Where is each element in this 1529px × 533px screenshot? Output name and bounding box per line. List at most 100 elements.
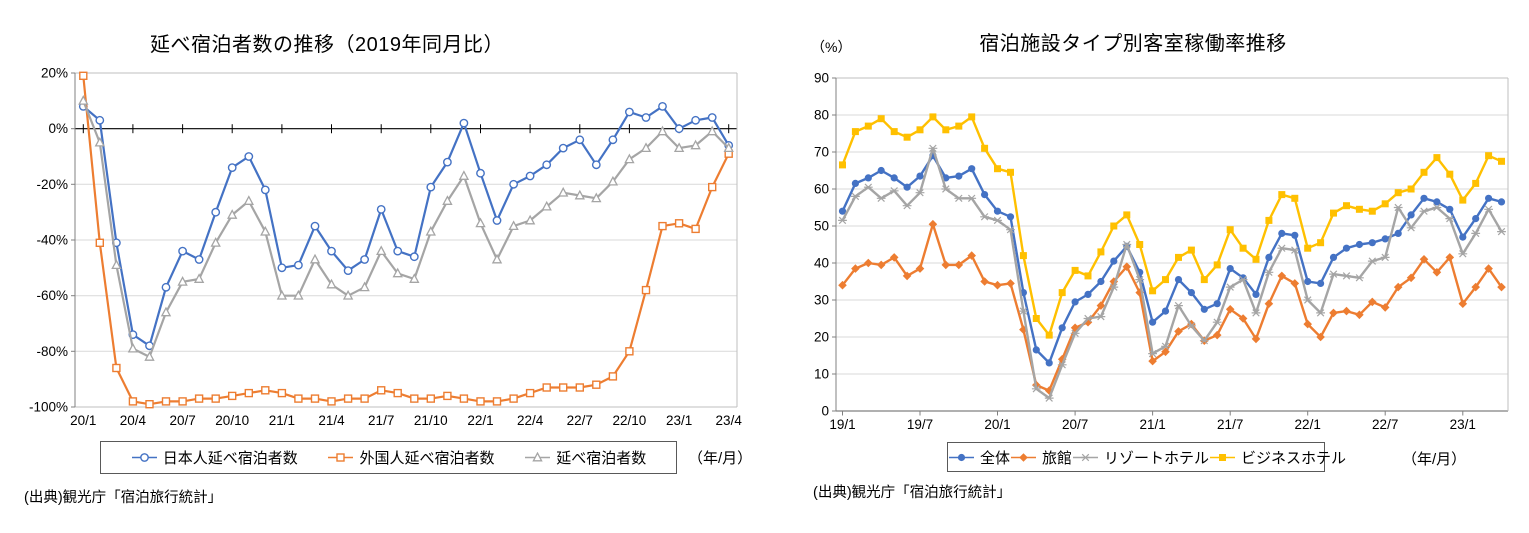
data-point-marker [690, 139, 701, 150]
data-point-marker [864, 174, 872, 182]
data-point-marker [957, 453, 966, 461]
data-point-marker [1044, 386, 1054, 395]
data-point-marker [1175, 253, 1182, 261]
data-point-marker [1497, 198, 1506, 206]
data-point-marker [277, 388, 287, 398]
data-point-marker [851, 192, 860, 201]
data-point-marker [1355, 310, 1364, 320]
data-point-marker [1019, 252, 1027, 260]
data-point-marker [876, 194, 886, 203]
data-point-marker [1161, 342, 1170, 351]
data-point-marker [95, 238, 105, 248]
data-point-marker [1200, 276, 1208, 284]
data-point-marker [1149, 318, 1157, 326]
data-point-marker [967, 251, 976, 260]
data-point-marker [1096, 301, 1106, 310]
data-point-marker [1006, 225, 1015, 234]
data-point-marker [723, 142, 734, 153]
data-point-marker [409, 273, 420, 283]
data-point-marker [1019, 452, 1028, 462]
data-point-marker [476, 168, 485, 178]
data-point-marker [1329, 253, 1338, 261]
y-axis-unit-label: （%） [811, 39, 852, 55]
data-point-marker [1355, 274, 1364, 282]
data-point-marker [851, 264, 860, 273]
data-point-marker [1187, 322, 1196, 330]
data-point-marker [127, 342, 139, 353]
legend-label: ビジネスホテル [1241, 449, 1347, 467]
data-point-marker [1355, 205, 1363, 213]
data-point-marker [864, 122, 872, 130]
data-point-marker [243, 195, 254, 205]
chart-occupancy-rate: 宿泊施設タイプ別客室稼働率推移 （%） 0 10 20 30 40 50 60 70 80 90 1… [795, 0, 1529, 533]
data-point-marker [916, 126, 924, 134]
data-point-marker [227, 163, 237, 173]
data-point-marker [161, 397, 171, 406]
x-tick-label: 20/4 [120, 413, 147, 428]
data-point-marker [1498, 157, 1505, 165]
data-point-marker [128, 397, 138, 406]
data-point-marker [409, 252, 419, 262]
data-point-marker [78, 95, 89, 105]
data-point-marker [993, 280, 1002, 290]
data-point-marker [1019, 307, 1028, 315]
data-point-marker [244, 388, 254, 398]
data-point-marker [1304, 277, 1312, 286]
data-point-marker [1084, 272, 1092, 280]
data-point-marker [1277, 271, 1287, 281]
data-point-marker [1212, 330, 1222, 340]
data-point-marker [94, 136, 105, 147]
data-point-marker [591, 160, 601, 170]
data-point-marker [1199, 336, 1209, 345]
data-point-marker [691, 224, 700, 234]
data-point-marker [1497, 282, 1506, 292]
data-point-marker [1368, 297, 1377, 307]
data-point-marker [1303, 296, 1313, 304]
legend-item: リゾートホテル [1072, 447, 1209, 468]
data-point-marker [211, 207, 221, 217]
source-note: (出典)観光庁「宿泊旅行統計」 [813, 485, 1012, 501]
legend-marker-icon [328, 453, 354, 462]
data-point-marker [903, 133, 911, 141]
data-point-marker [260, 185, 270, 195]
series-line [82, 105, 730, 347]
data-point-marker [864, 258, 873, 268]
data-point-marker [928, 219, 938, 229]
data-point-marker [1109, 283, 1119, 291]
data-point-marker [993, 207, 1002, 215]
data-point-marker [194, 394, 204, 403]
x-tick-label: 23/1 [1450, 417, 1476, 432]
data-point-marker [508, 220, 519, 231]
y-tick-label: -40% [36, 233, 68, 248]
x-tick-label: 23/4 [716, 413, 743, 428]
data-point-marker [1393, 282, 1403, 292]
data-point-marker [1070, 323, 1080, 333]
data-point-marker [95, 115, 105, 125]
legend-item: 延べ宿泊者数 [524, 447, 646, 468]
data-point-marker [890, 174, 898, 182]
data-point-marker [1174, 301, 1183, 310]
y-tick-label: 60 [814, 182, 829, 197]
data-point-marker [1381, 200, 1389, 208]
data-point-marker [941, 185, 951, 193]
data-point-marker [1084, 290, 1092, 298]
data-point-marker [851, 179, 859, 187]
data-point-marker [227, 391, 237, 401]
source-note: (出典)観光庁「宿泊旅行統計」 [24, 490, 223, 506]
data-point-marker [1148, 356, 1157, 366]
data-point-marker [1032, 315, 1040, 322]
data-point-marker [1264, 268, 1274, 277]
data-point-marker [1110, 222, 1118, 230]
data-point-marker [1394, 229, 1402, 237]
data-point-marker [929, 113, 937, 121]
data-point-marker [145, 400, 154, 409]
data-point-marker [1122, 262, 1132, 271]
data-point-marker [1239, 244, 1247, 252]
legend-item: 日本人延べ宿泊者数 [131, 447, 298, 468]
data-point-marker [532, 452, 543, 462]
data-point-marker [276, 289, 288, 300]
x-tick-label: 21/1 [1139, 417, 1165, 432]
legend-label: 旅館 [1042, 449, 1073, 467]
data-point-marker [1485, 152, 1493, 160]
data-point-marker [877, 115, 885, 123]
